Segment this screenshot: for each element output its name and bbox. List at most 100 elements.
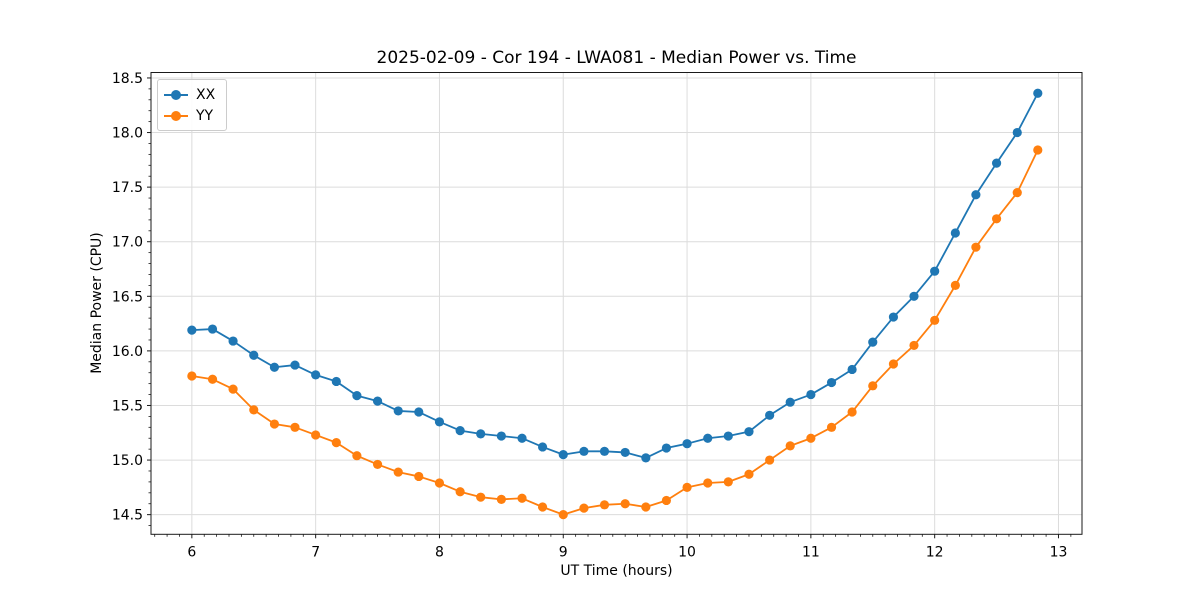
data-point-marker bbox=[414, 407, 424, 417]
legend-entry-xx: XX bbox=[164, 84, 218, 105]
data-point-marker bbox=[744, 469, 754, 479]
data-point-marker bbox=[311, 370, 321, 380]
data-point-marker bbox=[765, 410, 775, 420]
data-point-marker bbox=[1012, 127, 1022, 138]
data-point-marker bbox=[991, 158, 1002, 168]
line-marker-swatch-icon bbox=[164, 110, 188, 121]
data-point-marker bbox=[579, 446, 589, 456]
data-point-marker bbox=[517, 493, 527, 503]
x-tick-label: 13 bbox=[1050, 544, 1068, 560]
legend-label: YY bbox=[196, 107, 214, 124]
data-point-marker bbox=[909, 291, 919, 301]
data-point-marker bbox=[269, 362, 280, 372]
data-point-marker bbox=[723, 431, 733, 441]
data-point-marker bbox=[372, 459, 383, 470]
data-point-marker bbox=[434, 417, 445, 427]
data-point-marker bbox=[930, 315, 940, 325]
data-point-marker bbox=[311, 430, 321, 440]
data-point-marker bbox=[599, 446, 610, 456]
y-tick-label: 15.0 bbox=[112, 453, 143, 469]
data-point-marker bbox=[1033, 88, 1043, 98]
data-point-marker bbox=[228, 384, 238, 394]
data-point-marker bbox=[1033, 145, 1043, 155]
data-point-marker bbox=[537, 502, 548, 512]
data-point-marker bbox=[620, 447, 630, 458]
minor-ticks bbox=[148, 88, 1072, 537]
data-point-marker bbox=[806, 389, 816, 400]
data-point-marker bbox=[269, 419, 280, 429]
data-point-marker bbox=[599, 500, 610, 510]
y-tick-label: 16.5 bbox=[112, 289, 143, 305]
data-point-marker bbox=[703, 478, 713, 488]
data-point-marker bbox=[579, 503, 589, 513]
data-point-marker bbox=[930, 266, 940, 276]
chart-title: 2025-02-09 - Cor 194 - LWA081 - Median P… bbox=[376, 48, 857, 68]
data-point-marker bbox=[950, 280, 960, 290]
data-point-marker bbox=[558, 510, 568, 520]
data-point-marker bbox=[971, 242, 981, 252]
data-point-marker bbox=[517, 433, 527, 443]
data-point-marker bbox=[187, 325, 197, 335]
x-tick-label: 9 bbox=[559, 544, 568, 560]
plot-border bbox=[150, 72, 1083, 535]
x-axis-label: UT Time (hours) bbox=[560, 563, 673, 579]
data-point-marker bbox=[785, 441, 795, 451]
data-point-marker bbox=[909, 340, 919, 351]
legend-entry-yy: YY bbox=[164, 105, 218, 126]
data-point-marker bbox=[620, 499, 630, 509]
data-point-marker bbox=[476, 492, 486, 502]
data-point-marker bbox=[496, 494, 506, 504]
line-marker-swatch-icon bbox=[164, 89, 188, 100]
legend: XX YY bbox=[157, 79, 227, 131]
series-YY bbox=[187, 145, 1043, 520]
data-point-marker bbox=[434, 478, 445, 488]
data-point-marker bbox=[682, 439, 692, 449]
data-point-marker bbox=[249, 405, 259, 415]
data-point-marker bbox=[641, 453, 651, 463]
data-point-marker bbox=[207, 324, 218, 334]
data-point-marker bbox=[682, 482, 692, 492]
data-point-marker bbox=[723, 477, 733, 487]
data-point-marker bbox=[868, 381, 878, 391]
data-point-marker bbox=[393, 467, 403, 477]
data-point-marker bbox=[372, 396, 383, 406]
data-point-marker bbox=[496, 431, 506, 441]
y-tick-label: 17.0 bbox=[112, 235, 143, 251]
axis-ticks: 6 7 8 9 10 11 12 13 14.5 15.0 15.5 16.0 16.5 17.0 17.5… bbox=[112, 71, 1068, 560]
x-tick-label: 11 bbox=[802, 544, 820, 560]
y-tick-label: 16.0 bbox=[112, 344, 143, 360]
data-point-marker bbox=[207, 374, 218, 384]
legend-label: XX bbox=[196, 86, 216, 103]
data-point-marker bbox=[228, 336, 238, 346]
data-point-marker bbox=[661, 495, 671, 506]
data-point-marker bbox=[888, 359, 899, 369]
data-point-marker bbox=[558, 450, 568, 460]
data-point-marker bbox=[991, 214, 1002, 224]
data-point-marker bbox=[352, 451, 362, 461]
data-point-marker bbox=[826, 377, 837, 388]
y-tick-label: 15.5 bbox=[112, 398, 143, 414]
data-point-marker bbox=[806, 433, 816, 443]
data-point-marker bbox=[455, 487, 465, 497]
x-tick-label: 7 bbox=[311, 544, 320, 560]
x-tick-label: 8 bbox=[435, 544, 444, 560]
data-point-marker bbox=[765, 455, 775, 465]
data-point-marker bbox=[249, 350, 259, 360]
data-point-marker bbox=[971, 190, 981, 200]
data-point-marker bbox=[393, 406, 403, 416]
data-point-marker bbox=[703, 433, 713, 443]
data-point-marker bbox=[331, 376, 341, 387]
data-point-marker bbox=[888, 312, 899, 322]
data-point-marker bbox=[331, 438, 341, 448]
data-point-marker bbox=[455, 425, 465, 436]
data-point-marker bbox=[847, 364, 857, 375]
data-point-marker bbox=[352, 391, 362, 401]
data-point-marker bbox=[868, 337, 878, 347]
series-line-XX bbox=[190, 92, 1039, 459]
data-point-marker bbox=[290, 360, 300, 370]
data-point-marker bbox=[414, 471, 424, 482]
data-point-marker bbox=[847, 407, 857, 417]
data-point-marker bbox=[744, 427, 754, 437]
